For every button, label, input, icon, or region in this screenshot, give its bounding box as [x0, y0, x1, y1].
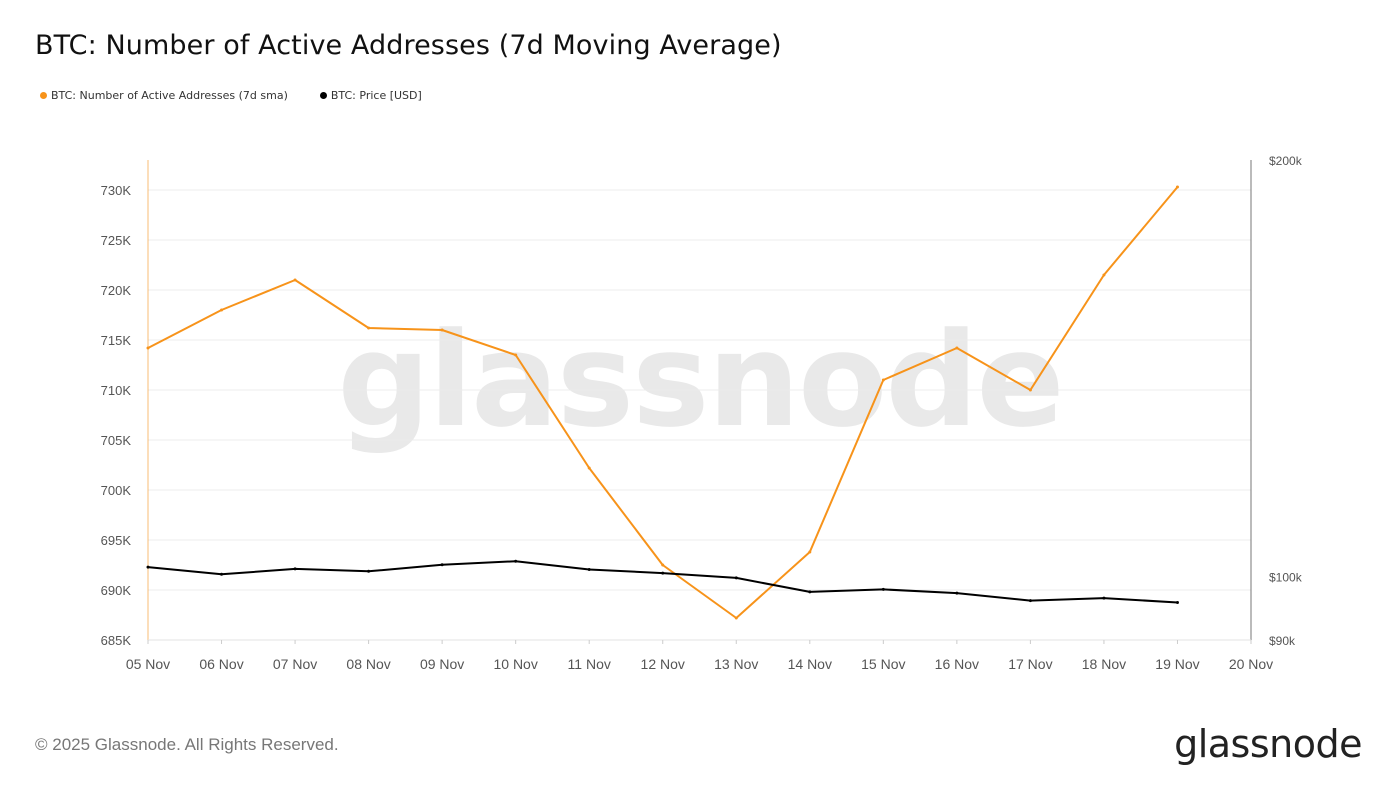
x-tick-label: 20 Nov — [1229, 656, 1273, 672]
x-tick-label: 10 Nov — [493, 656, 537, 672]
data-point-price — [367, 569, 371, 573]
legend-label-active-addresses: BTC: Number of Active Addresses (7d sma) — [51, 89, 288, 102]
data-point-active-addresses — [734, 616, 738, 620]
y-right-tick-label: $100k — [1269, 571, 1303, 585]
data-point-price — [293, 567, 297, 571]
data-point-active-addresses — [367, 326, 371, 330]
data-point-price — [1175, 600, 1179, 604]
data-point-price — [587, 567, 591, 571]
data-point-price — [808, 590, 812, 594]
data-point-active-addresses — [440, 328, 444, 332]
data-point-active-addresses — [514, 353, 518, 357]
x-tick-label: 08 Nov — [346, 656, 390, 672]
x-tick-label: 17 Nov — [1008, 656, 1052, 672]
series-line-price — [147, 560, 1179, 604]
data-point-price — [440, 563, 444, 567]
legend-item-price[interactable]: BTC: Price [USD] — [319, 89, 422, 102]
data-point-active-addresses — [220, 308, 224, 312]
legend-label-price: BTC: Price [USD] — [330, 89, 422, 102]
y-left-tick-label: 690K — [101, 583, 132, 598]
y-left-tick-label: 725K — [101, 233, 132, 248]
data-point-price — [955, 591, 959, 595]
y-left-tick-label: 715K — [101, 333, 132, 348]
copyright-footer: © 2025 Glassnode. All Rights Reserved. — [35, 735, 339, 754]
data-point-price — [881, 587, 885, 591]
data-point-active-addresses — [293, 278, 297, 282]
data-point-active-addresses — [661, 563, 665, 567]
data-point-active-addresses — [146, 346, 150, 350]
legend-swatch-orange — [40, 92, 47, 99]
x-tick-label: 07 Nov — [273, 656, 317, 672]
glassnode-logo: glassnode — [1174, 722, 1362, 766]
x-tick-label: 16 Nov — [935, 656, 979, 672]
x-tick-label: 09 Nov — [420, 656, 464, 672]
x-tick-label: 15 Nov — [861, 656, 905, 672]
data-point-active-addresses — [1102, 273, 1106, 277]
chart-title: BTC: Number of Active Addresses (7d Movi… — [35, 30, 782, 61]
data-point-price — [146, 565, 150, 569]
y-right-tick-label: $200k — [1269, 154, 1303, 168]
y-left-tick-label: 710K — [101, 383, 132, 398]
data-point-active-addresses — [955, 346, 959, 350]
y-left-tick-label: 685K — [101, 633, 132, 648]
data-point-price — [1102, 596, 1106, 600]
x-tick-label: 11 Nov — [568, 656, 611, 672]
y-left-tick-label: 695K — [101, 533, 132, 548]
x-tick-label: 13 Nov — [714, 656, 758, 672]
data-point-price — [1028, 599, 1032, 603]
y-left-tick-label: 730K — [101, 183, 132, 198]
x-tick-label: 05 Nov — [126, 656, 170, 672]
legend-item-active-addresses[interactable]: BTC: Number of Active Addresses (7d sma) — [40, 89, 288, 102]
data-point-active-addresses — [1175, 185, 1179, 189]
data-point-price — [220, 572, 224, 576]
data-point-active-addresses — [808, 550, 812, 554]
x-tick-label: 18 Nov — [1082, 656, 1126, 672]
line-chart: glassnode 685K 690K 695K 700K 705K 710K 715K 720… — [101, 154, 1303, 672]
data-point-price — [661, 571, 665, 575]
y-left-tick-label: 700K — [101, 483, 132, 498]
chart-legend: BTC: Number of Active Addresses (7d sma)… — [40, 89, 422, 102]
data-point-price — [734, 576, 738, 580]
y-left-tick-label: 720K — [101, 283, 132, 298]
legend-swatch-black — [319, 92, 327, 99]
x-tick-label: 12 Nov — [641, 656, 685, 672]
data-point-price — [514, 559, 518, 563]
y-left-tick-label: 705K — [101, 433, 132, 448]
data-point-active-addresses — [587, 466, 591, 470]
watermark-text: glassnode — [337, 304, 1062, 456]
data-point-active-addresses — [1028, 388, 1032, 392]
data-point-active-addresses — [881, 378, 885, 382]
x-tick-label: 19 Nov — [1155, 656, 1199, 672]
y-right-tick-label: $90k — [1269, 634, 1296, 648]
x-tick-label: 06 Nov — [199, 656, 243, 672]
x-tick-label: 14 Nov — [788, 656, 832, 672]
